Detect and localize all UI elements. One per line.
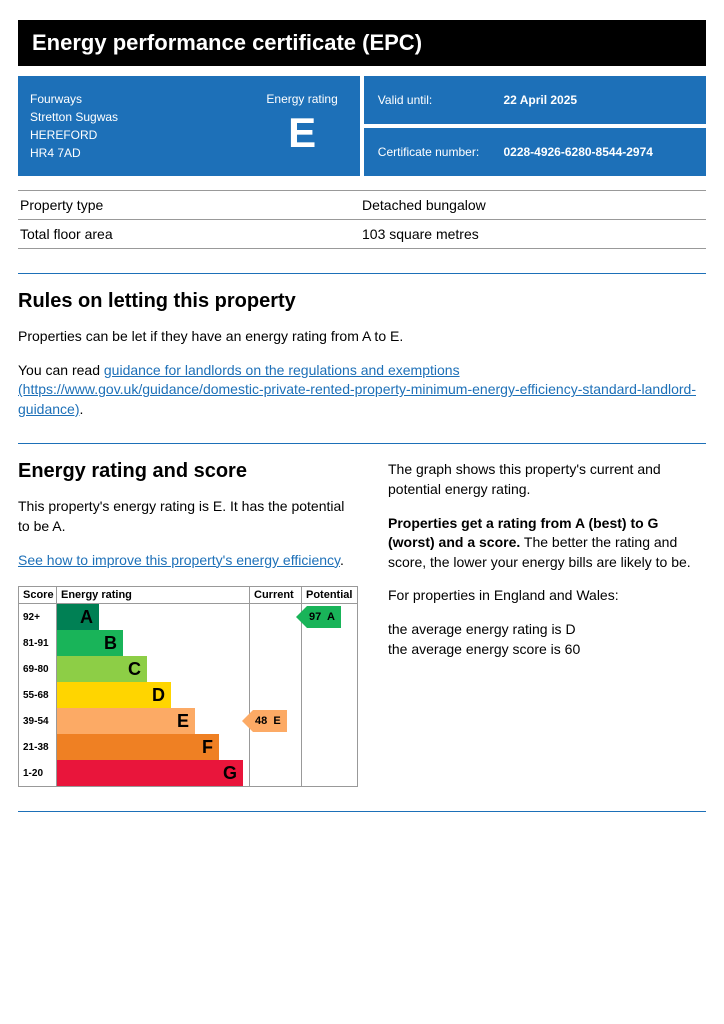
valid-until-value: 22 April 2025: [503, 93, 692, 107]
chart-header-potential: Potential: [301, 587, 357, 603]
valid-until-label: Valid until:: [378, 93, 504, 107]
band-bar: B: [57, 630, 123, 656]
band-range: 92+: [19, 604, 57, 630]
section-divider: [18, 273, 706, 274]
band-current-cell: [249, 682, 301, 708]
property-value: 103 square metres: [362, 226, 704, 242]
band-bar-cell: E: [57, 708, 249, 734]
band-potential-cell: [301, 630, 357, 656]
chart-header-rating: Energy rating: [57, 587, 249, 603]
valid-until-cell: Valid until: 22 April 2025: [364, 76, 706, 124]
rules-text: Properties can be let if they have an en…: [18, 327, 706, 347]
band-current-cell: [249, 630, 301, 656]
averages-intro: For properties in England and Wales:: [388, 586, 706, 606]
chart-band-row: 21-38F: [19, 734, 357, 760]
property-label: Total floor area: [20, 226, 362, 242]
band-range: 21-38: [19, 734, 57, 760]
rating-block: Energy rating E: [256, 90, 347, 162]
property-label: Property type: [20, 197, 362, 213]
section-divider: [18, 811, 706, 812]
address-line: HEREFORD: [30, 126, 256, 144]
section-divider: [18, 443, 706, 444]
band-bar-cell: F: [57, 734, 249, 760]
property-row: Total floor area103 square metres: [18, 220, 706, 249]
graph-description: The graph shows this property's current …: [388, 460, 706, 499]
band-bar: F: [57, 734, 219, 760]
address-line: HR4 7AD: [30, 144, 256, 162]
avg-score: the average energy score is 60: [388, 641, 580, 657]
band-potential-cell: [301, 656, 357, 682]
band-bar-cell: B: [57, 630, 249, 656]
chart-band-row: 69-80C: [19, 656, 357, 682]
chart-band-row: 1-20G: [19, 760, 357, 786]
band-bar: E: [57, 708, 195, 734]
cert-number-cell: Certificate number: 0228-4926-6280-8544-…: [364, 128, 706, 176]
band-bar: G: [57, 760, 243, 786]
rules-text-link-para: You can read guidance for landlords on t…: [18, 361, 706, 420]
band-current-cell: [249, 656, 301, 682]
averages-values: the average energy rating is D the avera…: [388, 620, 706, 659]
rules-text-post: .: [80, 401, 84, 417]
score-heading: Energy rating and score: [18, 460, 358, 483]
header-panel: Fourways Stretton Sugwas HEREFORD HR4 7A…: [18, 76, 706, 176]
avg-rating: the average energy rating is D: [388, 621, 576, 637]
band-bar-cell: A: [57, 604, 249, 630]
band-current-cell: [249, 604, 301, 630]
band-bar-cell: D: [57, 682, 249, 708]
band-potential-cell: [301, 682, 357, 708]
rules-heading: Rules on letting this property: [18, 290, 706, 313]
cert-number-label: Certificate number:: [378, 145, 504, 159]
band-current-cell: [249, 734, 301, 760]
chart-header-current: Current: [249, 587, 301, 603]
energy-rating-chart: Score Energy rating Current Potential 92…: [18, 586, 358, 787]
chart-header-score: Score: [19, 587, 57, 603]
band-potential-cell: [301, 708, 357, 734]
band-bar-cell: C: [57, 656, 249, 682]
page-title: Energy performance certificate (EPC): [18, 20, 706, 66]
address-block: Fourways Stretton Sugwas HEREFORD HR4 7A…: [30, 90, 256, 162]
address-line: Stretton Sugwas: [30, 108, 256, 126]
band-range: 1-20: [19, 760, 57, 786]
band-bar: D: [57, 682, 171, 708]
improve-efficiency-link[interactable]: See how to improve this property's energ…: [18, 552, 340, 568]
score-text: This property's energy rating is E. It h…: [18, 497, 358, 536]
band-range: 81-91: [19, 630, 57, 656]
rating-label: Energy rating: [266, 90, 337, 108]
potential-pointer: 97 A: [307, 606, 341, 628]
band-potential-cell: [301, 734, 357, 760]
chart-band-row: 55-68D: [19, 682, 357, 708]
property-row: Property typeDetached bungalow: [18, 190, 706, 220]
rules-text-pre: You can read: [18, 362, 104, 378]
band-bar-cell: G: [57, 760, 249, 786]
band-range: 69-80: [19, 656, 57, 682]
chart-band-row: 81-91B: [19, 630, 357, 656]
current-pointer: 48 E: [253, 710, 287, 732]
band-bar: C: [57, 656, 147, 682]
rating-letter: E: [266, 110, 337, 156]
chart-band-row: 39-54E: [19, 708, 357, 734]
band-range: 55-68: [19, 682, 57, 708]
band-potential-cell: [301, 760, 357, 786]
band-current-cell: [249, 760, 301, 786]
address-line: Fourways: [30, 90, 256, 108]
guidance-link[interactable]: guidance for landlords on the regulation…: [18, 362, 696, 417]
score-link-post: .: [340, 552, 344, 568]
band-range: 39-54: [19, 708, 57, 734]
property-table: Property typeDetached bungalowTotal floo…: [18, 190, 706, 249]
cert-number-value: 0228-4926-6280-8544-2974: [503, 145, 692, 159]
rating-explanation: Properties get a rating from A (best) to…: [388, 514, 706, 573]
property-value: Detached bungalow: [362, 197, 704, 213]
band-bar: A: [57, 604, 99, 630]
